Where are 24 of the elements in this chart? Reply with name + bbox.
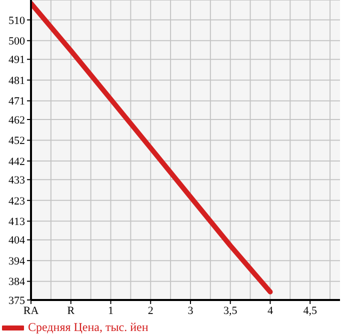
y-tick-label: 394 — [8, 255, 26, 268]
legend-label: Средняя Цена, тыс. йен — [28, 320, 148, 335]
x-tick-label: 1 — [108, 304, 114, 317]
x-tick-label: R — [67, 304, 76, 317]
y-tick-label: 375 — [8, 294, 26, 307]
y-tick-label: 384 — [8, 276, 26, 288]
y-tick-label: 471 — [8, 96, 25, 108]
y-tick-label: 452 — [8, 135, 25, 148]
y-tick-label: 433 — [8, 174, 26, 187]
y-tick-label: 404 — [8, 234, 26, 247]
y-tick-label: 500 — [8, 36, 26, 48]
x-tick-label: 4 — [267, 304, 274, 317]
x-tick-label: 4,5 — [303, 304, 318, 317]
y-tick-label: 423 — [8, 195, 26, 208]
x-tick-label: 3,5 — [223, 304, 238, 317]
x-tick-label: 2 — [148, 304, 154, 317]
x-tick-label: RA — [23, 304, 39, 317]
y-tick-label: 481 — [8, 74, 25, 87]
y-tick-label: 462 — [8, 114, 25, 126]
x-tick-label: 3 — [188, 304, 194, 317]
y-tick-label: 510 — [8, 14, 26, 27]
y-tick-label: 491 — [8, 54, 25, 66]
y-tick-label: 413 — [8, 216, 26, 228]
y-tick-label: 442 — [8, 156, 25, 168]
